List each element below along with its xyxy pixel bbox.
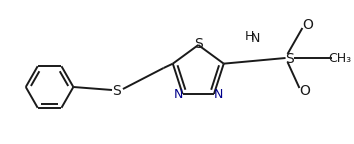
Text: N: N [251, 32, 261, 44]
Text: N: N [174, 88, 183, 101]
Text: O: O [302, 18, 313, 32]
Text: S: S [194, 37, 202, 51]
Text: S: S [113, 84, 121, 98]
Text: CH₃: CH₃ [329, 52, 352, 65]
Text: O: O [299, 84, 310, 98]
Text: N: N [213, 88, 223, 101]
Text: H: H [245, 30, 255, 42]
Text: S: S [285, 52, 294, 66]
